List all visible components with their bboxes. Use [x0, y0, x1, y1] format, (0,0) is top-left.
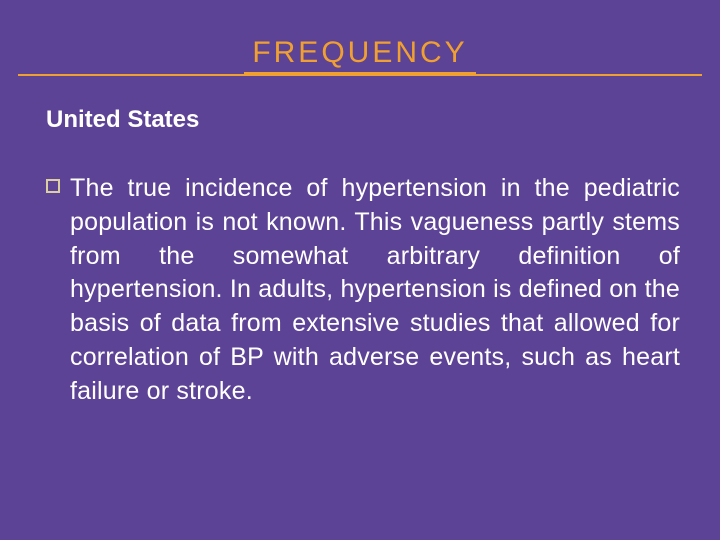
title-container: FREQUENCY — [0, 36, 720, 74]
title-underline — [18, 74, 702, 76]
body-row: The true incidence of hypertension in th… — [46, 172, 680, 408]
slide-subheading: United States — [46, 106, 199, 134]
body-paragraph: The true incidence of hypertension in th… — [70, 172, 680, 408]
square-bullet-icon — [46, 179, 60, 193]
slide-title: FREQUENCY — [244, 36, 475, 74]
